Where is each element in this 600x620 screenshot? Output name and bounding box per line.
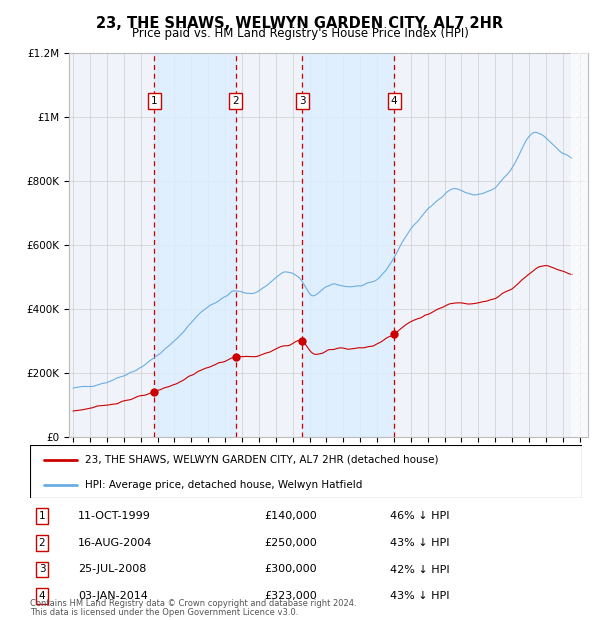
- Text: 25-JUL-2008: 25-JUL-2008: [78, 564, 146, 575]
- Text: 43% ↓ HPI: 43% ↓ HPI: [390, 591, 449, 601]
- Text: 23, THE SHAWS, WELWYN GARDEN CITY, AL7 2HR: 23, THE SHAWS, WELWYN GARDEN CITY, AL7 2…: [97, 16, 503, 30]
- Text: 4: 4: [391, 95, 397, 106]
- Bar: [154, 53, 236, 437]
- Text: 2: 2: [38, 538, 46, 548]
- Text: 23, THE SHAWS, WELWYN GARDEN CITY, AL7 2HR (detached house): 23, THE SHAWS, WELWYN GARDEN CITY, AL7 2…: [85, 455, 439, 465]
- Text: 1: 1: [151, 95, 157, 106]
- Text: Price paid vs. HM Land Registry's House Price Index (HPI): Price paid vs. HM Land Registry's House …: [131, 27, 469, 40]
- Text: £323,000: £323,000: [264, 591, 317, 601]
- Text: £250,000: £250,000: [264, 538, 317, 548]
- Text: 46% ↓ HPI: 46% ↓ HPI: [390, 511, 449, 521]
- Text: 11-OCT-1999: 11-OCT-1999: [78, 511, 151, 521]
- Text: 4: 4: [38, 591, 46, 601]
- Text: 3: 3: [299, 95, 305, 106]
- Bar: [302, 53, 394, 437]
- Text: £140,000: £140,000: [264, 511, 317, 521]
- Text: 43% ↓ HPI: 43% ↓ HPI: [390, 538, 449, 548]
- Text: This data is licensed under the Open Government Licence v3.0.: This data is licensed under the Open Gov…: [30, 608, 298, 617]
- Bar: [571, 53, 588, 437]
- Text: Contains HM Land Registry data © Crown copyright and database right 2024.: Contains HM Land Registry data © Crown c…: [30, 600, 356, 608]
- Text: 42% ↓ HPI: 42% ↓ HPI: [390, 564, 449, 575]
- Text: 03-JAN-2014: 03-JAN-2014: [78, 591, 148, 601]
- Text: £300,000: £300,000: [264, 564, 317, 575]
- Text: 2: 2: [232, 95, 239, 106]
- Text: 1: 1: [38, 511, 46, 521]
- Text: 3: 3: [38, 564, 46, 575]
- Text: HPI: Average price, detached house, Welwyn Hatfield: HPI: Average price, detached house, Welw…: [85, 480, 362, 490]
- Text: 16-AUG-2004: 16-AUG-2004: [78, 538, 152, 548]
